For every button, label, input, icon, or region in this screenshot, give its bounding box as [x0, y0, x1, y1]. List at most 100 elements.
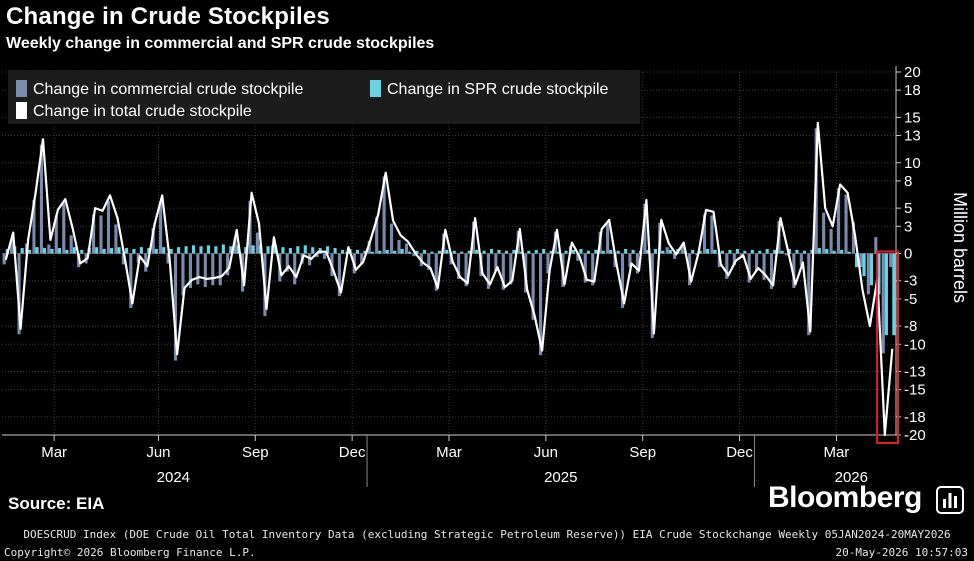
year-label: 2025 [544, 469, 577, 486]
year-label: 2024 [157, 469, 190, 486]
commercial-bar [427, 253, 431, 270]
spr-bar [840, 249, 844, 254]
commercial-bar [807, 253, 811, 336]
spr-bar [497, 249, 501, 254]
spr-bar [57, 248, 62, 254]
commercial-bar [293, 253, 297, 285]
spr-bar [728, 249, 732, 254]
spr-bar [817, 248, 821, 254]
spr-bar [154, 248, 158, 254]
y-tick-label: 13 [904, 128, 921, 145]
commercial-bar [494, 253, 498, 271]
x-tick-label: Jun [534, 444, 558, 461]
spr-bar [117, 247, 121, 254]
spr-bar [333, 248, 337, 254]
spr-bar [80, 249, 84, 254]
y-tick-label: -20 [904, 427, 926, 444]
spr-bar [169, 248, 173, 254]
x-tick-label: Sep [629, 444, 656, 461]
commercial-bar [881, 253, 885, 354]
commercial-bar [375, 217, 379, 254]
spr-bar [177, 247, 181, 254]
spr-bar [42, 248, 47, 254]
commercial-bar [181, 253, 185, 296]
spr-bar [571, 249, 576, 254]
spr-bar [810, 249, 814, 254]
spr-bar [735, 248, 739, 254]
spr-bar [601, 250, 605, 254]
spr-bar [482, 250, 486, 254]
y-tick-label: -13 [904, 363, 926, 380]
spr-bar [408, 251, 412, 254]
commercial-bar [792, 253, 796, 288]
spr-bar [102, 248, 106, 254]
chart-subtitle: Weekly change in commercial and SPR crud… [6, 35, 435, 52]
spr-bar [527, 250, 531, 254]
y-tick-label: -3 [904, 273, 917, 290]
spr-bar [847, 251, 851, 254]
spr-bar [311, 247, 315, 254]
commercial-bar [226, 253, 230, 276]
spr-bar [281, 247, 285, 254]
commercial-bar [576, 253, 580, 261]
spr-bar [370, 251, 374, 254]
y-tick-label: 0 [904, 246, 912, 263]
commercial-bar [702, 214, 707, 254]
spr-bar [594, 249, 598, 254]
commercial-bar [546, 253, 550, 274]
commercial-bar [233, 238, 237, 254]
spr-bar [244, 247, 248, 254]
spr-bar [132, 248, 136, 254]
commercial-bar [538, 253, 543, 356]
spr-bar [340, 249, 345, 254]
spr-bar [326, 246, 330, 254]
spr-bar [884, 253, 888, 336]
y-tick-label: 20 [904, 64, 921, 81]
y-tick-label: 3 [904, 218, 912, 235]
spr-bar [691, 249, 695, 254]
commercial-bar [389, 223, 394, 254]
spr-bar [489, 248, 494, 254]
spr-bar [229, 246, 233, 254]
spr-bar [750, 249, 754, 254]
commercial-bar [799, 253, 803, 266]
spr-bar [512, 249, 516, 254]
spr-bar [452, 250, 456, 254]
spr-bar [869, 253, 874, 286]
spr-bar [28, 249, 32, 254]
commercial-bar [121, 253, 125, 265]
spr-bar [646, 249, 650, 254]
commercial-bar [203, 253, 207, 288]
spr-bar [579, 248, 583, 254]
spr-bar [296, 246, 300, 254]
spr-bar [795, 249, 799, 254]
commercial-bar [173, 253, 178, 361]
commercial-bar [643, 203, 647, 254]
y-tick-label: 8 [904, 173, 912, 190]
spr-bar [124, 248, 129, 254]
x-tick-label: Dec [339, 444, 366, 461]
timestamp: 20-May-2026 10:57:03 [835, 546, 968, 559]
spr-bar [706, 248, 710, 254]
commercial-bar [32, 199, 36, 254]
commercial-bar [404, 243, 409, 254]
commercial-bar [673, 253, 677, 259]
commercial-bar [99, 215, 103, 254]
spr-bar [467, 250, 471, 254]
spr-bar [415, 250, 419, 254]
spr-bar [110, 248, 114, 254]
commercial-bar [486, 253, 490, 289]
spr-bar [557, 251, 561, 254]
spr-bar [661, 250, 665, 254]
spr-bar [355, 249, 360, 254]
spr-bar [221, 244, 225, 254]
commercial-bar [851, 221, 856, 254]
legend-label: Change in total crude stockpile [33, 103, 252, 120]
commercial-bar [2, 253, 6, 265]
commercial-bar [844, 194, 848, 254]
commercial-bar [784, 253, 788, 256]
spr-bar [363, 250, 367, 254]
commercial-bar [10, 239, 14, 254]
legend-label: Change in commercial crude stockpile [33, 81, 303, 98]
